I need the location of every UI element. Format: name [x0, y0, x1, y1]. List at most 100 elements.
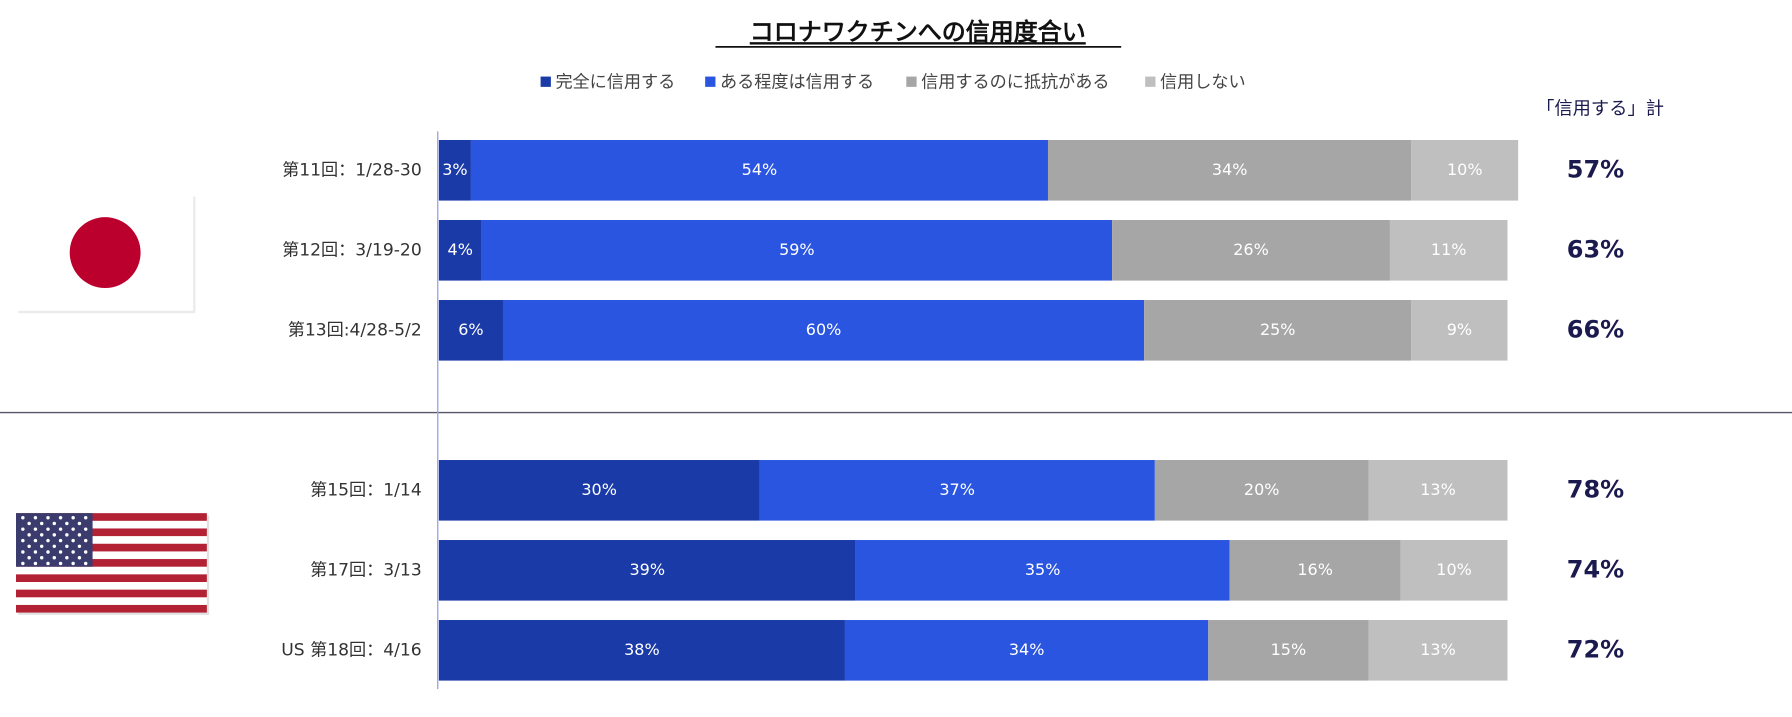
data-label: 10% [1447, 160, 1483, 179]
bar-segment [759, 460, 1155, 521]
us-flag-stripe [16, 604, 207, 613]
us-flag-star [40, 544, 44, 549]
us-flag-star [58, 550, 63, 554]
us-flag-star [46, 527, 50, 531]
data-label: 13% [1420, 640, 1456, 659]
data-label: 13% [1420, 480, 1456, 499]
us-flag-star [21, 516, 25, 520]
data-label: 37% [939, 480, 975, 499]
bar-segment [1154, 460, 1369, 521]
us-flag-star [33, 538, 38, 543]
us-flag-star [84, 538, 88, 543]
us-flag-star [33, 516, 38, 520]
data-label: 25% [1260, 320, 1296, 339]
legend-label: 信用しない [1160, 72, 1246, 92]
us-flag-star [21, 561, 25, 566]
legend-label: 信用するのに抵抗がある [921, 72, 1109, 92]
totals-header: 「信用する」計 [1536, 99, 1664, 120]
y-tick-label: 第11回：1/28-30 [282, 160, 422, 180]
data-label: 9% [1447, 320, 1472, 339]
us-flag-star [77, 533, 82, 537]
us-flag-star [46, 561, 50, 566]
legend-label: ある程度は信用する [720, 72, 874, 92]
us-flag-star [58, 527, 63, 531]
y-tick-label: 第17回：3/13 [310, 560, 422, 580]
data-label: 15% [1271, 640, 1307, 659]
bar-segment [844, 620, 1209, 681]
data-label: 16% [1297, 560, 1333, 579]
bar-segment [481, 220, 1113, 281]
us-flag-star [40, 521, 44, 526]
us-flag-star [40, 556, 44, 560]
total-label: 74% [1567, 555, 1624, 583]
data-label: 39% [629, 560, 665, 579]
us-flag-stripe [16, 528, 207, 537]
legend-swatch [540, 76, 551, 87]
bar-segment [1368, 460, 1508, 521]
us-flag-star [58, 538, 63, 543]
us-flag-stripe [16, 513, 207, 521]
us-flag-star [27, 533, 31, 537]
us-flag-star [71, 538, 75, 543]
bar-segment [1112, 220, 1390, 281]
y-tick-label: 第15回：1/14 [310, 480, 422, 500]
legend-swatch [705, 76, 716, 87]
data-label: 6% [458, 320, 483, 339]
bar-segment [1400, 540, 1508, 601]
bar-segment [502, 300, 1145, 361]
chart-body: コロナワクチンへの信用度合い 「信用する」計 完全に信用する ある程度は信用する 信… [0, 18, 1792, 690]
bar-segment [1411, 140, 1519, 201]
us-flag-star [58, 516, 63, 520]
us-flag-stripe [16, 559, 207, 567]
y-tick-label: US 第18回：4/16 [281, 640, 421, 660]
us-flag-star [84, 527, 88, 531]
bar-segment [1368, 620, 1508, 681]
bar-segment [1208, 620, 1369, 681]
us-flag-star [46, 538, 50, 543]
total-label: 72% [1567, 635, 1624, 663]
us-flag-star [52, 556, 57, 560]
legend-swatch [906, 76, 917, 87]
bar-segment [438, 540, 856, 601]
us-flag-star [52, 544, 57, 549]
total-label: 63% [1567, 235, 1624, 263]
us-flag-star [27, 544, 31, 549]
us-flag-star [46, 516, 50, 520]
us-flag-star [65, 521, 69, 526]
us-flag-star [27, 521, 31, 526]
us-flag-star [71, 550, 75, 554]
us-flag-star [40, 533, 44, 537]
us-flag [16, 513, 210, 615]
us-flag-star [33, 527, 38, 531]
data-label: 59% [779, 240, 815, 259]
bar-segment [438, 140, 471, 201]
us-flag-star [52, 533, 57, 537]
us-flag-star [21, 527, 25, 531]
total-label: 66% [1567, 315, 1624, 343]
us-flag-star [52, 521, 57, 526]
us-flag-star [65, 533, 69, 537]
us-flag-star [65, 556, 69, 560]
data-label: 38% [624, 640, 660, 659]
us-flag-star [71, 527, 75, 531]
us-flag-star [77, 521, 82, 526]
data-label: 54% [742, 160, 778, 179]
us-flag-star [77, 544, 82, 549]
data-label: 60% [806, 320, 842, 339]
us-flag-stripe [16, 589, 207, 598]
us-flag-star [27, 556, 31, 560]
bar-segment [438, 300, 503, 361]
data-label: 10% [1436, 560, 1472, 579]
data-label: 20% [1244, 480, 1280, 499]
total-label: 78% [1567, 475, 1624, 503]
us-flag-star [84, 550, 88, 554]
us-flag-star [77, 556, 82, 560]
data-label: 11% [1431, 240, 1467, 259]
us-flag-star [65, 544, 69, 549]
data-label: 35% [1025, 560, 1061, 579]
data-label: 26% [1233, 240, 1269, 259]
us-flag-star [33, 550, 38, 554]
legend-label: 完全に信用する [555, 72, 675, 92]
us-flag-star [33, 561, 38, 566]
